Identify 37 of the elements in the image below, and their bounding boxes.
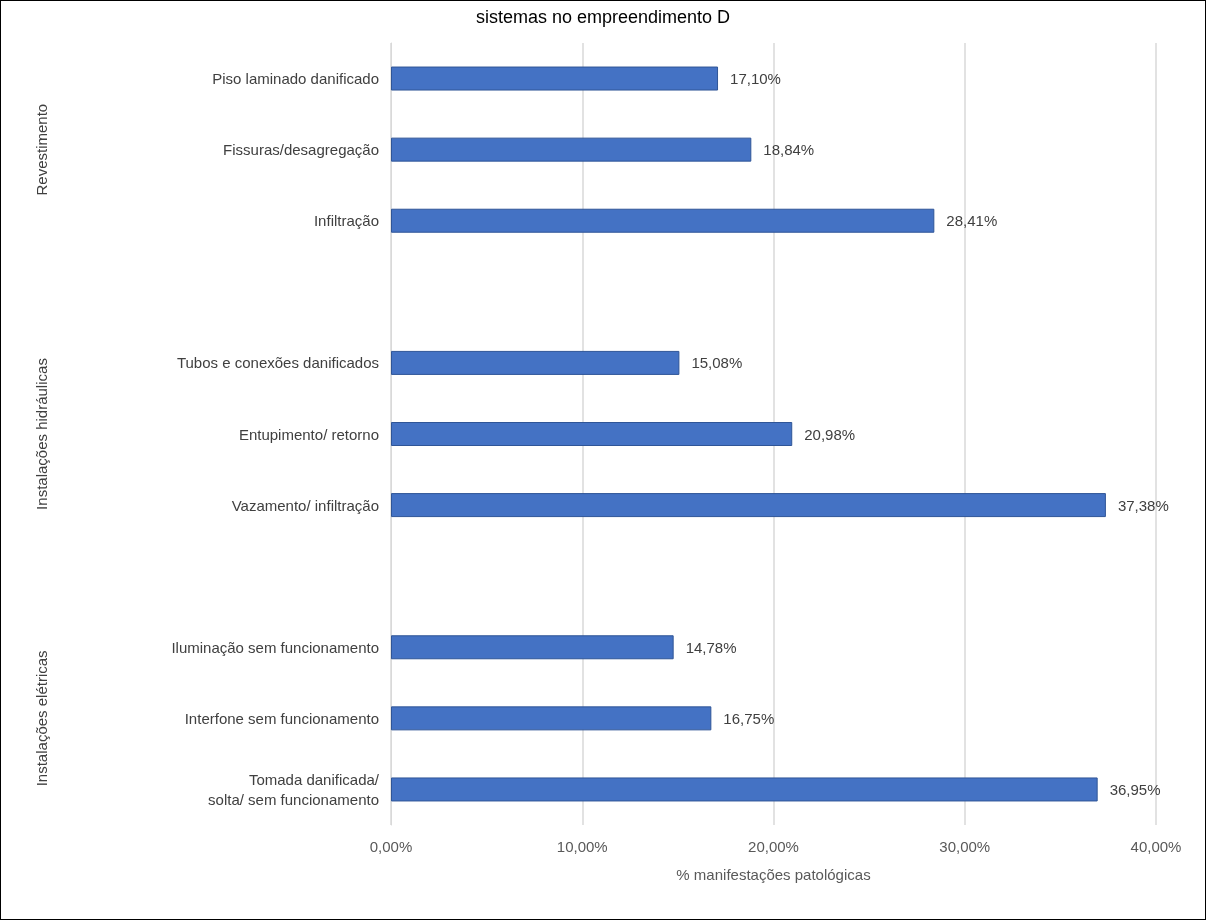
- data-label: 14,78%: [685, 638, 737, 656]
- y-tick-label: Entupimento/ retorno: [238, 425, 379, 443]
- x-tick-label: 30,00%: [939, 838, 991, 855]
- bar: [391, 635, 674, 660]
- bar: [391, 66, 719, 91]
- data-label: 28,41%: [946, 212, 998, 230]
- bar: [391, 350, 680, 375]
- text: Instalações hidráulicas: [32, 358, 50, 510]
- bar: [391, 137, 752, 162]
- y-tick-label: Vazamento/ infiltração: [231, 496, 379, 514]
- data-label: 17,10%: [730, 70, 781, 88]
- data-label: 20,98%: [804, 425, 856, 443]
- bar: [391, 493, 1106, 518]
- chart-title: sistemas no empreendimento D: [475, 7, 731, 27]
- text: Instalações elétricas: [32, 650, 50, 787]
- y-tick-label: Interfone sem funcionamento: [184, 709, 379, 727]
- y-tick-label: Infiltração: [313, 212, 379, 230]
- y-tick-label: Piso laminado danificado: [212, 70, 379, 88]
- data-label: 15,08%: [691, 354, 743, 372]
- bar: [391, 422, 793, 446]
- x-tick-label: 20,00%: [748, 838, 799, 855]
- data-label: 16,75%: [723, 709, 775, 727]
- x-tick-label: 10,00%: [556, 838, 608, 855]
- data-label: 36,95%: [1109, 780, 1161, 798]
- y-tick-label: Fissuras/desagregação: [223, 141, 379, 159]
- bar: [391, 706, 712, 731]
- data-label: 37,38%: [1117, 496, 1169, 514]
- text: Revestimento: [32, 103, 50, 196]
- x-axis-title: % manifestações patológicas: [676, 866, 871, 883]
- y-tick-label: Iluminação sem funcionamento: [171, 638, 379, 656]
- y-tick-label: Tomada danificada/ solta/ sem funcionamento: [208, 770, 380, 808]
- bar: [391, 208, 935, 233]
- data-label: 18,84%: [763, 141, 815, 159]
- x-tick-label: 0,00%: [369, 838, 413, 855]
- x-tick-label: 40,00%: [1130, 838, 1182, 855]
- bar: [391, 777, 1098, 802]
- y-tick-label: Tubos e conexões danificados: [176, 354, 379, 372]
